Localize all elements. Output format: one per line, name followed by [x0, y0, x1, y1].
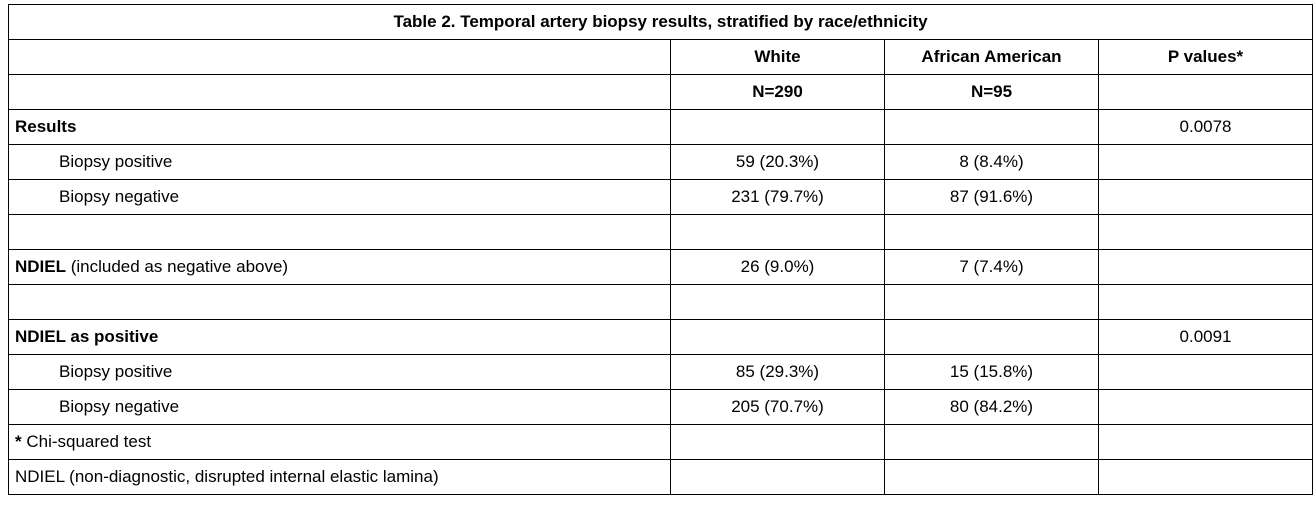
ndiel-p-value: 0.0091: [1097, 319, 1314, 355]
title-row: Table 2. Temporal artery biopsy results,…: [7, 4, 1314, 40]
row-label: Biopsy negative: [8, 389, 671, 425]
header-p-values: P values*: [1097, 39, 1314, 75]
biopsy-results-table: Table 2. Temporal artery biopsy results,…: [7, 4, 1314, 495]
white-value: 231 (79.7%): [670, 179, 885, 215]
white-value: 205 (70.7%): [670, 389, 885, 425]
footnote-ndiel: NDIEL (non-diagnostic, disrupted interna…: [8, 459, 671, 495]
row-label: Biopsy negative: [8, 179, 671, 215]
table-row: Biopsy negative 231 (79.7%) 87 (91.6%): [8, 179, 1314, 215]
results-p-value: 0.0078: [1097, 109, 1314, 145]
aa-value: 15 (15.8%): [884, 354, 1099, 390]
table-row: Biopsy positive 85 (29.3%) 15 (15.8%): [8, 354, 1314, 390]
footnote-row: * Chi-squared test: [8, 424, 1314, 460]
white-value: 85 (29.3%): [670, 354, 885, 390]
aa-n: N=95: [884, 74, 1099, 110]
white-n: N=290: [670, 74, 885, 110]
n-empty: [8, 74, 671, 110]
footnote-star: *: [15, 432, 22, 452]
aa-value: 87 (91.6%): [884, 179, 1099, 215]
row-label: NDIEL (included as negative above): [8, 249, 671, 285]
spacer-row: [8, 214, 1314, 250]
table-row: Results 0.0078: [8, 109, 1314, 145]
header-empty: [8, 39, 671, 75]
header-row: White African American P values*: [8, 39, 1314, 75]
section-ndiel-as-positive: NDIEL as positive: [8, 319, 671, 355]
footnote-chi: * Chi-squared test: [8, 424, 671, 460]
row-label: Biopsy positive: [8, 354, 671, 390]
aa-value: 80 (84.2%): [884, 389, 1099, 425]
table-title: Table 2. Temporal artery biopsy results,…: [7, 4, 1314, 40]
row-label: Biopsy positive: [8, 144, 671, 180]
footnote-row: NDIEL (non-diagnostic, disrupted interna…: [8, 459, 1314, 495]
n-p-empty: [1097, 74, 1314, 110]
white-value: 26 (9.0%): [670, 249, 885, 285]
ndiel-label-rest: (included as negative above): [66, 257, 289, 277]
aa-value: 8 (8.4%): [884, 144, 1099, 180]
n-row: N=290 N=95: [8, 74, 1314, 110]
white-value: 59 (20.3%): [670, 144, 885, 180]
aa-value: 7 (7.4%): [884, 249, 1099, 285]
spacer-row: [8, 284, 1314, 320]
ndiel-label-bold: NDIEL: [15, 257, 66, 277]
header-white: White: [670, 39, 885, 75]
table-row: NDIEL (included as negative above) 26 (9…: [8, 249, 1314, 285]
section-results: Results: [8, 109, 671, 145]
footnote-chi-text: Chi-squared test: [21, 432, 152, 452]
table-row: Biopsy positive 59 (20.3%) 8 (8.4%): [8, 144, 1314, 180]
table-row: Biopsy negative 205 (70.7%) 80 (84.2%): [8, 389, 1314, 425]
header-african-american: African American: [884, 39, 1099, 75]
table-row: NDIEL as positive 0.0091: [8, 319, 1314, 355]
